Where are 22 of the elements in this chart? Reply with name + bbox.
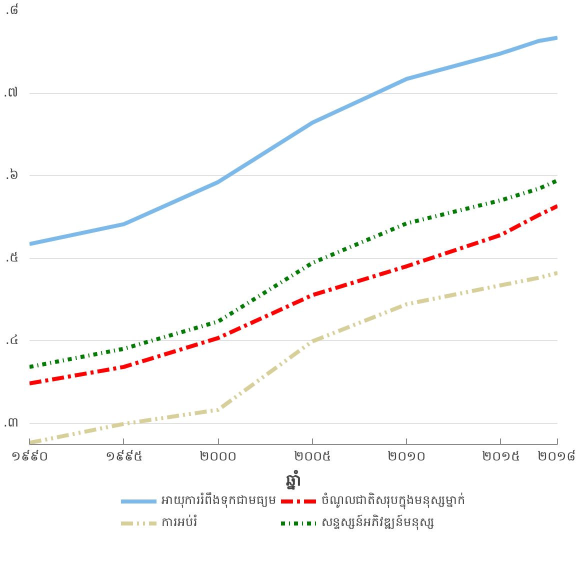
x-tick-label: ២០១៥ — [482, 450, 520, 464]
y-tick-label: .៤ — [5, 333, 19, 348]
y-tick-label: .៥ — [5, 250, 19, 266]
y-tick-label: .៨ — [5, 3, 19, 18]
x-axis-title: ឆ្នាំ — [286, 470, 301, 490]
x-tick-label: ១៩៩០ — [11, 450, 48, 464]
x-tick-label: ២០១០ — [388, 450, 426, 464]
x-tick-label: ១៩៩៥ — [105, 450, 142, 464]
line-series — [30, 178, 558, 369]
x-tick-label: ២០០០ — [200, 450, 237, 464]
line-series — [30, 270, 558, 444]
legend-label: ការអប់រំ — [162, 514, 198, 531]
y-tick-label: .៧ — [3, 86, 19, 101]
line-series — [30, 204, 558, 386]
y-tick-label: .៦ — [5, 168, 19, 184]
y-tick-label: .៣ — [3, 416, 19, 431]
legend-label: អាយុការរំពឹងទុកជាមធ្យម — [162, 492, 276, 510]
legend-label: ចំណូលជាតិសរុបក្នុងមនុស្សម្នាក់ — [322, 492, 466, 510]
line-series — [30, 36, 558, 246]
legend-label: សន្ទស្សន៍អភិវឌ្ឍន៍មនុស្ស — [322, 514, 434, 532]
x-tick-label: ២០១៨ — [538, 450, 576, 464]
x-tick-label: ២០០៥ — [294, 450, 331, 464]
